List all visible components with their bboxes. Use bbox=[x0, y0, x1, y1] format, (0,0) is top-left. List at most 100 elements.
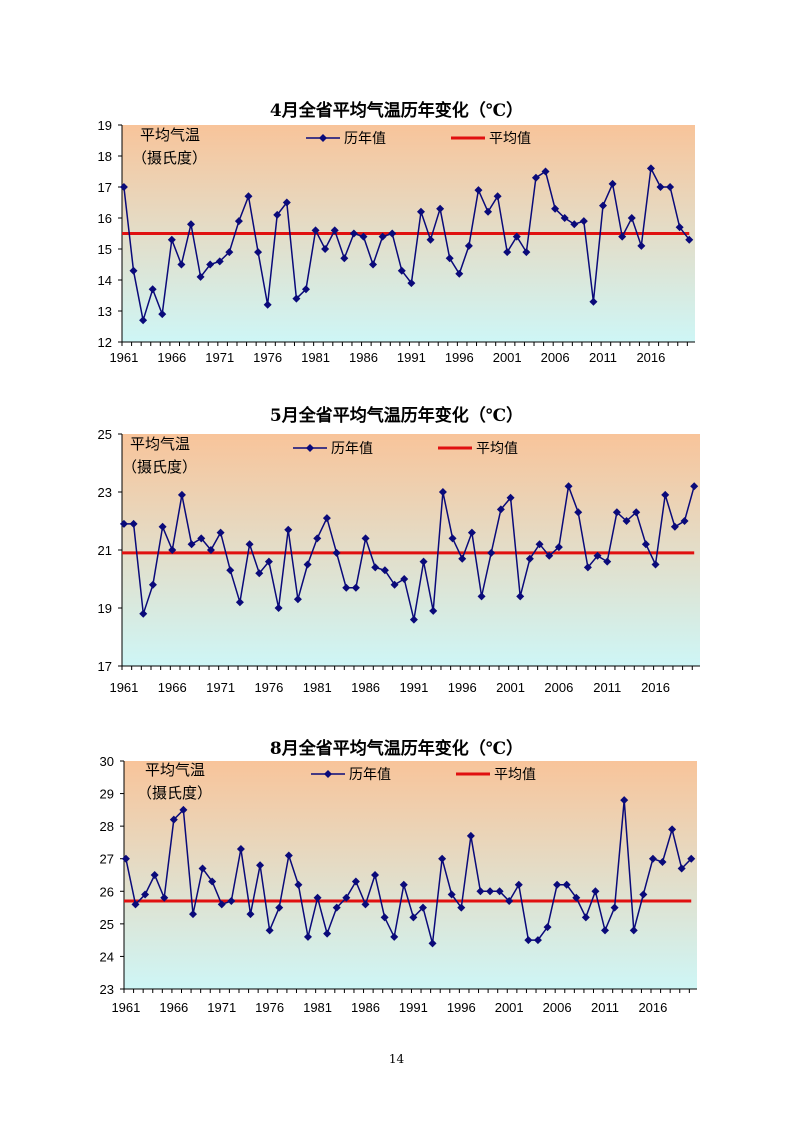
data-point bbox=[620, 796, 629, 805]
x-tick-label: 2001 bbox=[493, 350, 522, 365]
data-point bbox=[608, 179, 617, 188]
data-point bbox=[390, 932, 399, 941]
data-point bbox=[208, 877, 217, 886]
data-point bbox=[177, 260, 186, 269]
data-point bbox=[455, 269, 464, 278]
data-point bbox=[639, 890, 648, 899]
data-point bbox=[467, 528, 476, 537]
legend-average-label: 平均值 bbox=[489, 131, 531, 147]
data-point bbox=[545, 551, 554, 560]
x-tick-label: 1966 bbox=[159, 1000, 188, 1015]
y-tick-label: 29 bbox=[100, 787, 114, 802]
y-tick-label: 15 bbox=[98, 242, 112, 257]
data-point bbox=[581, 913, 590, 922]
data-point bbox=[522, 248, 531, 257]
legend-average-label: 平均值 bbox=[494, 767, 536, 783]
y-axis-label: （摄氏度） bbox=[132, 149, 207, 167]
y-tick-label: 19 bbox=[98, 601, 112, 616]
data-point bbox=[139, 316, 148, 325]
data-point bbox=[275, 903, 284, 912]
data-point bbox=[648, 854, 657, 863]
data-point bbox=[593, 551, 602, 560]
data-point bbox=[284, 851, 293, 860]
x-tick-label: 1996 bbox=[448, 680, 477, 695]
data-point bbox=[131, 900, 140, 909]
data-point bbox=[342, 893, 351, 902]
data-point bbox=[690, 482, 699, 491]
x-tick-label: 2006 bbox=[541, 350, 570, 365]
data-point bbox=[369, 260, 378, 269]
x-tick-label: 1966 bbox=[158, 680, 187, 695]
data-point bbox=[458, 554, 467, 563]
data-point bbox=[351, 877, 360, 886]
x-tick-label: 2016 bbox=[636, 350, 665, 365]
y-tick-label: 23 bbox=[98, 485, 112, 500]
data-point bbox=[273, 210, 282, 219]
x-tick-label: 1981 bbox=[303, 680, 332, 695]
data-point bbox=[418, 903, 427, 912]
x-tick-label: 1976 bbox=[255, 1000, 284, 1015]
data-point bbox=[349, 229, 358, 238]
data-point bbox=[256, 861, 265, 870]
data-point bbox=[685, 235, 694, 244]
data-point bbox=[574, 508, 583, 517]
data-point bbox=[311, 226, 320, 235]
data-point bbox=[303, 560, 312, 569]
data-point bbox=[409, 913, 418, 922]
legend-series-marker bbox=[319, 134, 327, 142]
data-point bbox=[651, 560, 660, 569]
data-point bbox=[282, 198, 291, 207]
data-point bbox=[610, 903, 619, 912]
data-point bbox=[661, 490, 670, 499]
data-point bbox=[484, 207, 493, 216]
y-tick-label: 16 bbox=[98, 211, 112, 226]
data-point bbox=[603, 557, 612, 566]
x-tick-label: 1986 bbox=[351, 680, 380, 695]
data-point bbox=[531, 173, 540, 182]
data-point bbox=[445, 254, 454, 263]
data-point bbox=[641, 540, 650, 549]
data-point bbox=[487, 548, 496, 557]
data-point bbox=[666, 183, 675, 191]
data-point bbox=[216, 528, 225, 537]
data-point bbox=[188, 910, 197, 919]
data-point bbox=[361, 900, 370, 909]
data-point bbox=[429, 606, 438, 615]
data-point bbox=[245, 540, 254, 549]
y-tick-label: 25 bbox=[100, 917, 114, 932]
chart-title: 5月全省平均气温历年变化（℃） bbox=[269, 406, 524, 426]
data-point bbox=[397, 266, 406, 275]
series-line bbox=[125, 800, 692, 944]
y-axis-label: （摄氏度） bbox=[137, 784, 212, 802]
data-point bbox=[148, 285, 157, 294]
data-point bbox=[332, 903, 341, 912]
x-tick-label: 1996 bbox=[447, 1000, 476, 1015]
data-point bbox=[632, 508, 641, 517]
data-point bbox=[448, 534, 457, 543]
data-point bbox=[246, 910, 255, 919]
x-tick-label: 1976 bbox=[253, 350, 282, 365]
legend-average-label: 平均值 bbox=[476, 441, 518, 457]
x-tick-label: 2011 bbox=[593, 680, 621, 695]
data-point bbox=[254, 248, 263, 257]
data-point bbox=[658, 857, 667, 866]
x-tick-label: 1966 bbox=[157, 350, 186, 365]
y-tick-label: 12 bbox=[98, 335, 112, 350]
x-tick-label: 1986 bbox=[351, 1000, 380, 1015]
data-point bbox=[564, 482, 573, 491]
data-point bbox=[476, 887, 485, 896]
data-point bbox=[150, 871, 159, 879]
data-point bbox=[186, 220, 195, 229]
plot-area bbox=[124, 761, 697, 989]
data-point bbox=[512, 232, 521, 241]
data-point bbox=[627, 214, 636, 222]
x-tick-label: 1991 bbox=[399, 680, 428, 695]
data-point bbox=[466, 831, 475, 840]
data-point bbox=[496, 505, 505, 514]
data-point bbox=[656, 183, 665, 191]
data-point bbox=[244, 192, 253, 201]
data-point bbox=[457, 903, 466, 912]
x-tick-label: 2006 bbox=[544, 680, 573, 695]
data-point bbox=[323, 929, 332, 938]
